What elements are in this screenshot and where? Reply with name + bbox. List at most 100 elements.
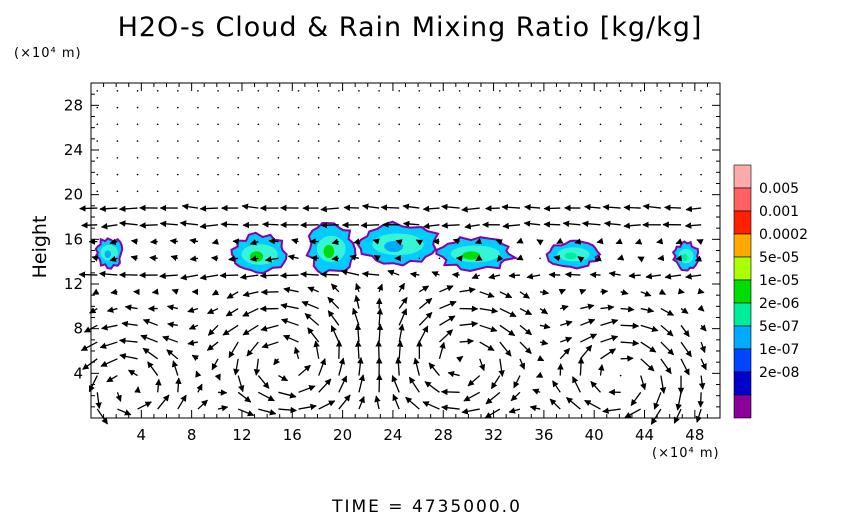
x-axis: 4 8 12 16 20 24 28 32 36 40 44 48 bbox=[103, 83, 708, 444]
wind-vector bbox=[461, 408, 480, 415]
wind-vector bbox=[130, 255, 138, 262]
wind-vector bbox=[431, 271, 440, 278]
colorbar-label: 1e-07 bbox=[759, 342, 799, 358]
wind-vector bbox=[189, 237, 199, 245]
wind-dot bbox=[519, 140, 521, 142]
wind-vector bbox=[398, 296, 408, 309]
wind-dot bbox=[478, 190, 481, 193]
wind-vector bbox=[246, 341, 259, 357]
wind-vector bbox=[659, 375, 667, 394]
colorbar: 0.005 0.001 0.0002 5e-05 1e-05 2e-06 5e-07 1e-0… bbox=[733, 164, 808, 419]
wind-vector bbox=[360, 222, 380, 229]
wind-vector bbox=[418, 285, 430, 293]
wind-vector bbox=[653, 392, 662, 410]
wind-vector bbox=[508, 272, 521, 279]
wind-vector bbox=[307, 286, 319, 293]
wind-dot bbox=[499, 123, 501, 126]
wind-vector bbox=[685, 273, 702, 280]
wind-vector bbox=[280, 318, 299, 326]
wind-dot bbox=[156, 157, 159, 159]
wind-vector bbox=[495, 239, 503, 246]
wind-dot bbox=[559, 190, 562, 193]
wind-vector bbox=[461, 206, 480, 213]
colorbar-swatch bbox=[733, 256, 752, 281]
wind-vector bbox=[100, 223, 118, 230]
wind-dot bbox=[156, 106, 159, 109]
wind-vector bbox=[519, 324, 532, 336]
wind-dot bbox=[619, 157, 622, 159]
wind-vector bbox=[600, 318, 619, 326]
wind-dot bbox=[136, 123, 139, 126]
wind-vector bbox=[340, 269, 360, 276]
wind-dot bbox=[438, 190, 441, 193]
wind-vector bbox=[499, 341, 512, 357]
wind-dot bbox=[177, 106, 179, 109]
wind-vector bbox=[199, 222, 219, 230]
wind-dot bbox=[539, 157, 541, 159]
wind-vector bbox=[118, 205, 138, 213]
wind-dot bbox=[478, 106, 481, 109]
wind-vector bbox=[624, 408, 642, 419]
wind-dot bbox=[197, 90, 199, 92]
wind-dot bbox=[96, 157, 99, 159]
wind-vector bbox=[456, 355, 464, 363]
wind-vector bbox=[464, 223, 480, 230]
wind-vector bbox=[698, 375, 706, 390]
wind-vector bbox=[228, 341, 239, 359]
wind-vector bbox=[620, 355, 634, 362]
wind-dot bbox=[297, 157, 300, 159]
wind-vector bbox=[338, 394, 351, 410]
wind-vector bbox=[187, 306, 199, 314]
wind-vector bbox=[409, 271, 420, 278]
colorbar-label: 0.005 bbox=[759, 181, 799, 197]
wind-vector bbox=[697, 392, 705, 408]
wind-vector bbox=[157, 394, 170, 410]
wind-vector bbox=[485, 391, 501, 405]
wind-vector bbox=[560, 304, 569, 312]
wind-dot bbox=[639, 90, 642, 92]
wind-vector bbox=[304, 313, 320, 326]
wind-vector bbox=[375, 340, 382, 359]
wind-vector bbox=[214, 373, 221, 381]
wind-dot bbox=[116, 190, 119, 193]
wind-vector bbox=[422, 222, 440, 230]
wind-vector bbox=[195, 370, 202, 378]
y-tick-label: 20 bbox=[64, 186, 83, 204]
wind-vector bbox=[207, 307, 219, 315]
wind-vector bbox=[623, 222, 641, 229]
wind-dot bbox=[619, 90, 622, 92]
wind-dot bbox=[519, 190, 521, 193]
wind-vector bbox=[262, 221, 279, 228]
wind-vector bbox=[258, 391, 275, 402]
wind-vector bbox=[372, 238, 380, 245]
wind-vector bbox=[237, 408, 255, 417]
wind-vector bbox=[318, 378, 332, 393]
wind-vector bbox=[471, 272, 480, 279]
wind-dot bbox=[257, 106, 260, 109]
wind-dot bbox=[478, 140, 481, 142]
wind-dot bbox=[559, 90, 562, 92]
wind-dot bbox=[358, 106, 360, 109]
wind-vector bbox=[502, 222, 521, 230]
wind-vector bbox=[330, 283, 340, 293]
wind-dot bbox=[96, 140, 99, 142]
y-tick-label: 8 bbox=[73, 320, 83, 338]
wind-vector bbox=[439, 285, 454, 293]
wind-vector bbox=[519, 307, 533, 316]
wind-vector bbox=[327, 296, 340, 310]
x-tick-label: 32 bbox=[484, 426, 503, 444]
wind-vector bbox=[490, 375, 501, 390]
wind-vector bbox=[558, 288, 566, 295]
wind-vector bbox=[280, 302, 299, 310]
wind-vector bbox=[524, 204, 541, 211]
wind-dot bbox=[257, 90, 260, 92]
wind-vector bbox=[640, 306, 655, 314]
cloud-core bbox=[462, 251, 481, 260]
wind-vector bbox=[121, 320, 138, 328]
wind-vector bbox=[91, 255, 99, 262]
cloud-region bbox=[435, 236, 519, 273]
wind-dot bbox=[579, 140, 582, 142]
wind-vector bbox=[660, 307, 675, 316]
x-tick-label: 4 bbox=[137, 426, 147, 444]
wind-vector bbox=[441, 404, 460, 411]
